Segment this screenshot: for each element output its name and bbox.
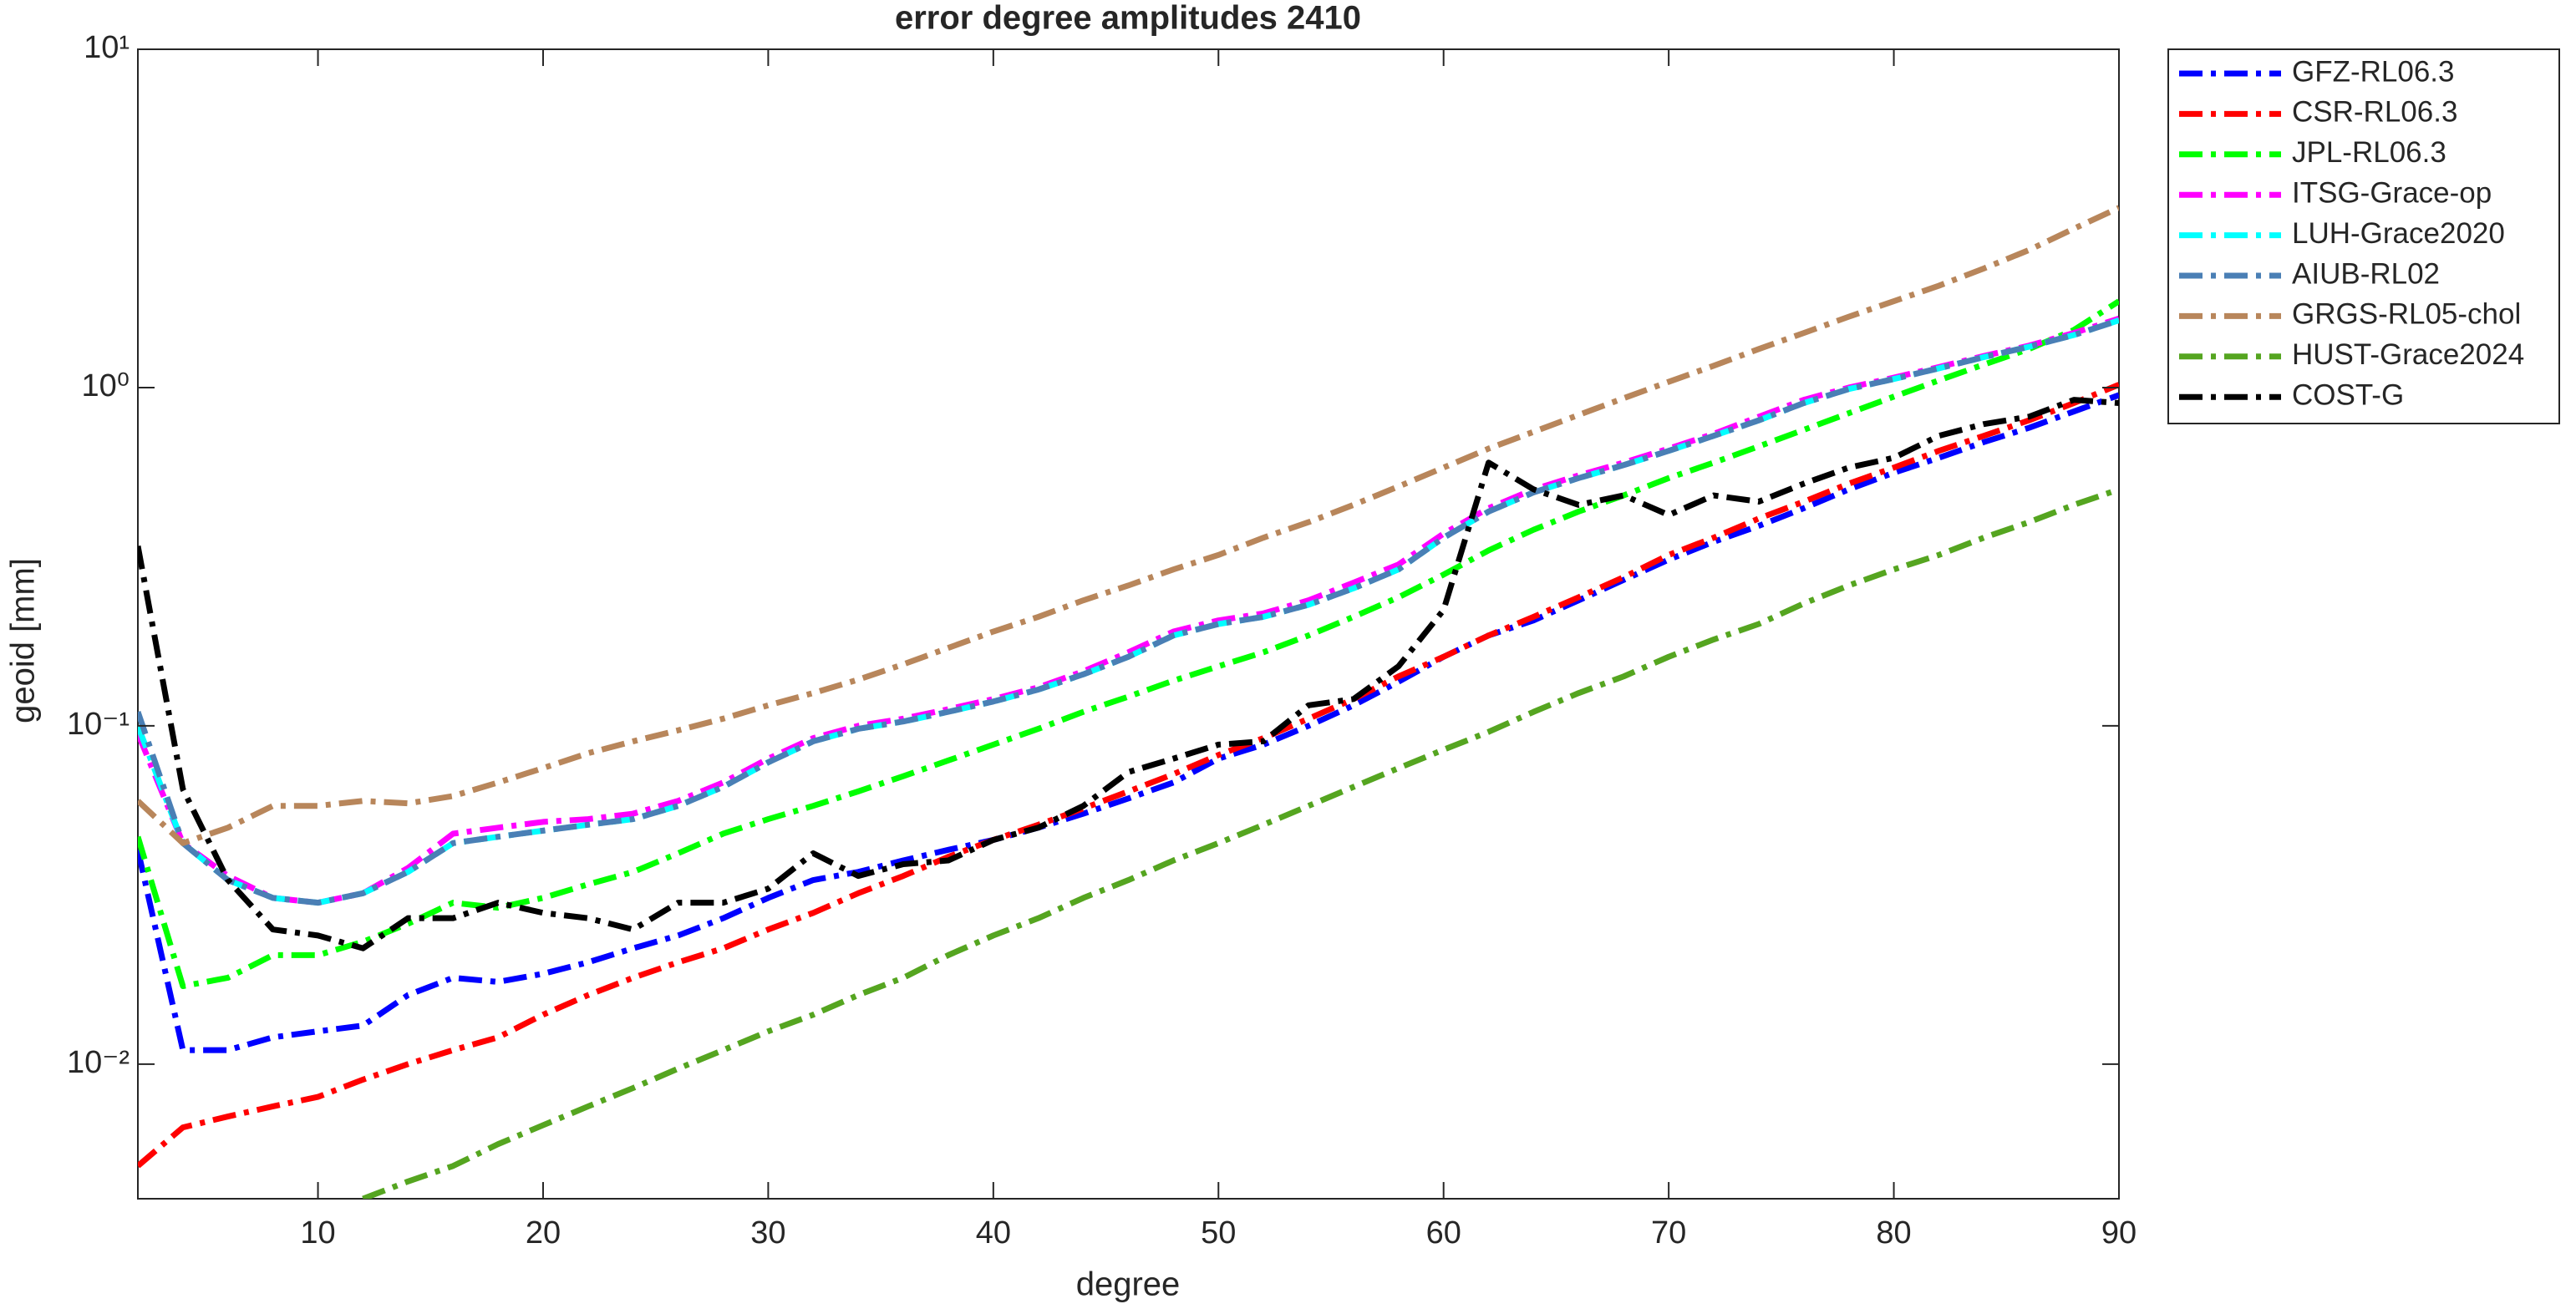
- x-axis-label: degree: [1076, 1266, 1181, 1303]
- series-line: [138, 397, 2119, 951]
- plot-area: [137, 48, 2120, 1200]
- series-line: [138, 315, 2119, 906]
- x-tick-label: 20: [526, 1215, 561, 1251]
- y-tick-label: 10⁰: [81, 368, 130, 403]
- x-tick-label: 40: [976, 1215, 1011, 1251]
- series-line: [362, 486, 2119, 1199]
- legend-label: HUST-Grace2024: [2292, 338, 2524, 371]
- legend-label: GRGS-RL05-chol: [2292, 298, 2521, 331]
- x-tick-label: 50: [1201, 1215, 1236, 1251]
- y-tick-label: 10⁻¹: [67, 707, 130, 742]
- legend-label: COST-G: [2292, 378, 2404, 411]
- legend-label: JPL-RL06.3: [2292, 136, 2446, 169]
- legend-label: CSR-RL06.3: [2292, 96, 2457, 129]
- lines: [138, 205, 2119, 1199]
- x-tick-label: 70: [1651, 1215, 1686, 1251]
- x-tick-label: 10: [300, 1215, 335, 1251]
- x-tick-label: 90: [2101, 1215, 2137, 1251]
- series-line: [138, 392, 2119, 1053]
- y-tick-label: 10⁻²: [67, 1045, 130, 1080]
- legend-label: ITSG-Grace-op: [2292, 176, 2492, 209]
- x-tick-label: 80: [1876, 1215, 1911, 1251]
- series-line: [138, 205, 2119, 846]
- y-axis-label: geoid [mm]: [5, 558, 42, 723]
- chart-title: error degree amplitudes 2410: [895, 0, 1361, 37]
- legend-label: LUH-Grace2020: [2292, 217, 2505, 250]
- series-line: [138, 317, 2119, 906]
- y-tick-label: 10¹: [84, 30, 130, 65]
- series-line: [138, 298, 2119, 990]
- x-tick-label: 60: [1426, 1215, 1461, 1251]
- legend-label: AIUB-RL02: [2292, 257, 2440, 290]
- legend-label: GFZ-RL06.3: [2292, 55, 2455, 88]
- x-tick-label: 30: [750, 1215, 785, 1251]
